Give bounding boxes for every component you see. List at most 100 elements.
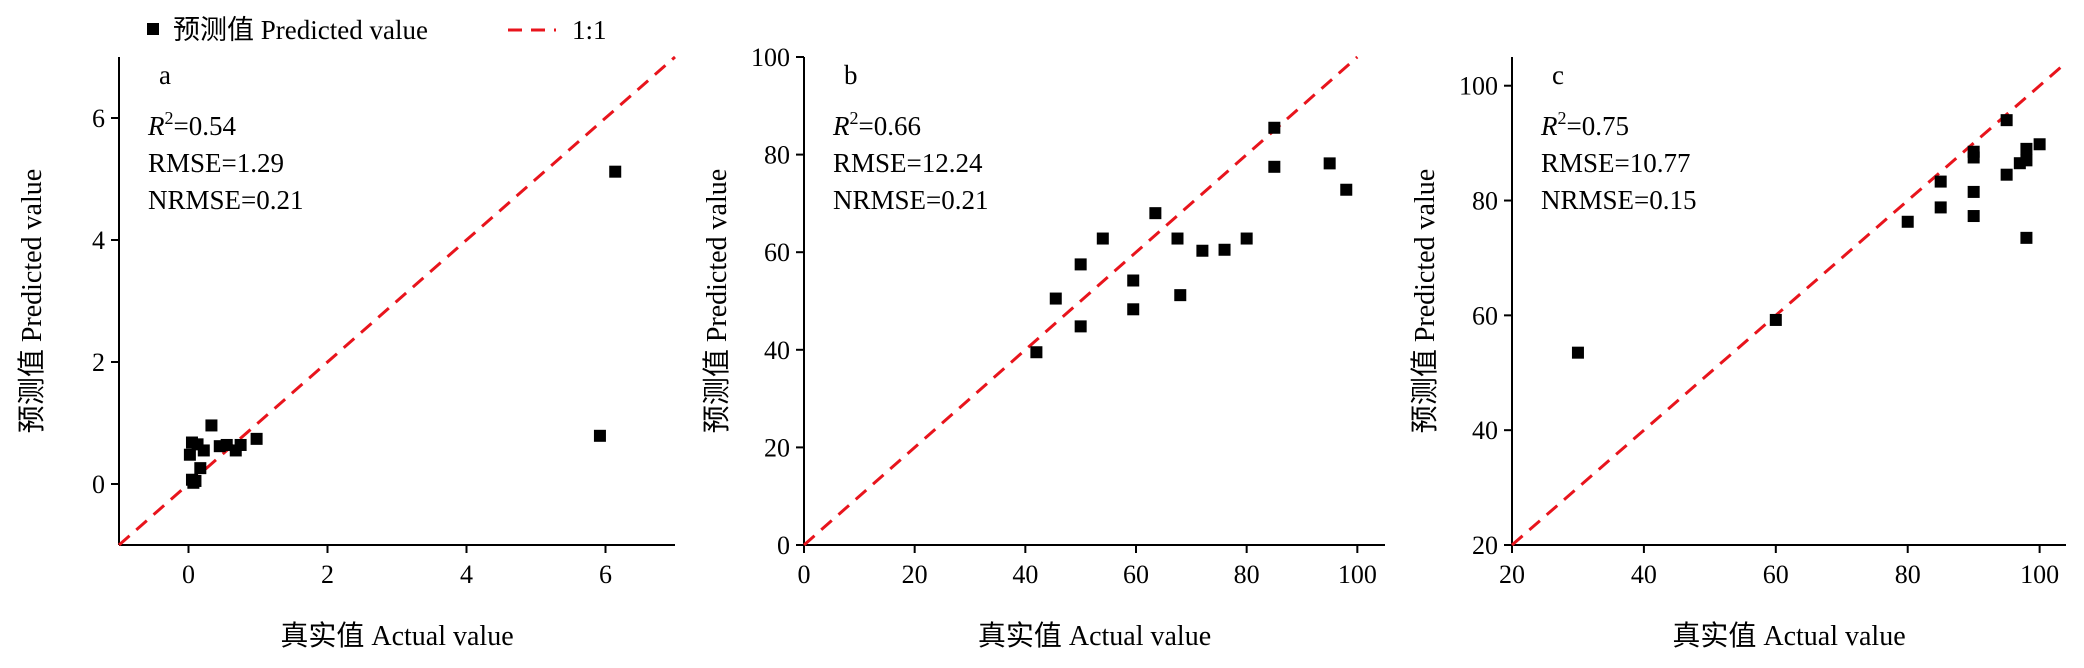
data-point [1769, 313, 1782, 326]
y-axis-title: 预测值 Predicted value [16, 169, 48, 433]
data-point [2033, 138, 2046, 151]
x-tick-label: 0 [798, 560, 811, 589]
x-tick-label: 20 [1499, 560, 1525, 589]
data-point [1571, 346, 1584, 359]
data-point [2020, 154, 2033, 167]
stat-nrmse: NRMSE=0.21 [148, 185, 304, 215]
data-point [1127, 274, 1140, 287]
y-tick-label: 80 [764, 141, 790, 170]
stat-rmse: RMSE=10.77 [1541, 148, 1691, 178]
legend-label-predicted: 预测值 Predicted value [173, 15, 428, 45]
data-point [1967, 185, 1980, 198]
y-tick-label: 4 [92, 226, 105, 255]
y-axis-title: 预测值 Predicted value [701, 169, 733, 433]
data-point [1074, 320, 1087, 333]
data-point [183, 448, 196, 461]
x-tick-label: 60 [1763, 560, 1789, 589]
data-point [1149, 207, 1162, 220]
one-to-one-line [803, 55, 1359, 547]
data-point [1967, 210, 1980, 223]
y-tick-label: 0 [92, 470, 105, 499]
data-point [1030, 346, 1043, 359]
data-point [2000, 114, 2013, 127]
data-point [2020, 231, 2033, 244]
data-point [189, 474, 202, 487]
x-tick-label: 40 [1631, 560, 1657, 589]
stat-rmse: RMSE=12.24 [833, 148, 983, 178]
stat-nrmse: NRMSE=0.21 [833, 185, 989, 215]
data-point [1268, 121, 1281, 134]
legend-label-one-to-one: 1:1 [572, 15, 607, 45]
data-point [609, 165, 622, 178]
x-tick-label: 2 [321, 560, 334, 589]
y-axis-title: 预测值 Predicted value [1409, 169, 1441, 433]
panel-b: 0 20 40 60 80 100 0 20 40 60 80 100 真实值 Actual value… [701, 43, 1385, 652]
data-point [1967, 151, 1980, 164]
data-point [1074, 258, 1087, 271]
y-tick-label: 20 [764, 433, 790, 462]
stat-r2: R2=0.75 [1540, 108, 1629, 141]
data-point [194, 462, 207, 475]
stat-r2: R2=0.54 [147, 108, 236, 141]
y-tick-label: 100 [751, 43, 790, 72]
data-point [1268, 160, 1281, 173]
data-point [1174, 289, 1187, 302]
data-point [1218, 243, 1231, 256]
x-axis-title: 真实值 Actual value [1672, 620, 1905, 652]
y-tick-label: 60 [764, 238, 790, 267]
data-point [2000, 168, 2013, 181]
x-tick-label: 20 [902, 560, 928, 589]
data-point [1934, 175, 1947, 188]
x-tick-label: 80 [1234, 560, 1260, 589]
data-point [1049, 292, 1062, 305]
data-point [1096, 232, 1109, 245]
one-to-one-line [1511, 61, 2067, 547]
data-point [1127, 303, 1140, 316]
data-point [593, 429, 606, 442]
data-point [1901, 215, 1914, 228]
x-axis-title: 真实值 Actual value [280, 620, 513, 652]
data-point [1323, 157, 1336, 170]
stat-rmse: RMSE=1.29 [148, 148, 284, 178]
legend: 预测值 Predicted value 1:1 [147, 15, 607, 45]
y-tick-label: 40 [1472, 416, 1498, 445]
x-tick-label: 6 [599, 560, 612, 589]
y-tick-label: 2 [92, 348, 105, 377]
x-tick-label: 4 [460, 560, 473, 589]
one-to-one-line [118, 55, 676, 547]
x-tick-label: 60 [1123, 560, 1149, 589]
y-tick-label: 60 [1472, 301, 1498, 330]
data-point [234, 438, 247, 451]
data-point [250, 432, 263, 445]
y-tick-label: 40 [764, 336, 790, 365]
stat-r2: R2=0.66 [832, 108, 921, 141]
panel-a: 0 2 4 6 0 2 4 6 真实值 Actual value 预测值 Predicted va… [16, 55, 676, 652]
data-point [1196, 244, 1209, 257]
x-tick-label: 80 [1895, 560, 1921, 589]
stat-nrmse: NRMSE=0.15 [1541, 185, 1697, 215]
data-point [197, 444, 210, 457]
panel-c: 20 40 60 80 100 20 40 60 80 100 真实值 Actual value 预测… [1409, 57, 2067, 652]
x-tick-label: 100 [1338, 560, 1377, 589]
y-tick-label: 0 [777, 531, 790, 560]
x-tick-label: 40 [1012, 560, 1038, 589]
data-point [2020, 142, 2033, 155]
y-tick-label: 20 [1472, 531, 1498, 560]
data-point [1171, 232, 1184, 245]
y-tick-label: 100 [1459, 72, 1498, 101]
x-tick-label: 100 [2020, 560, 2059, 589]
y-tick-label: 80 [1472, 187, 1498, 216]
legend-marker-predicted [147, 23, 159, 35]
data-point [1240, 232, 1253, 245]
y-tick-label: 6 [92, 104, 105, 133]
panel-letter: c [1552, 60, 1564, 90]
x-tick-label: 0 [182, 560, 195, 589]
data-point [220, 438, 233, 451]
data-point [1934, 201, 1947, 214]
panel-letter: a [159, 60, 171, 90]
data-point [205, 419, 218, 432]
panel-letter: b [844, 60, 858, 90]
data-point [1340, 183, 1353, 196]
x-axis-title: 真实值 Actual value [978, 620, 1211, 652]
